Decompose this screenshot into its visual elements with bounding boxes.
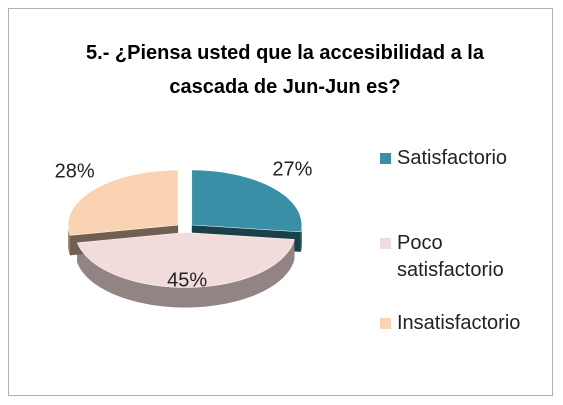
legend-item: Poco satisfactorio xyxy=(380,230,545,284)
slice xyxy=(191,169,303,233)
legend-label: Poco satisfactorio xyxy=(397,232,504,281)
legend-swatch xyxy=(380,238,391,249)
data-label: 27% xyxy=(272,158,312,180)
legend-swatch xyxy=(380,153,391,164)
slice-wall xyxy=(77,239,295,308)
chart-frame xyxy=(8,8,553,396)
legend-label: Satisfactorio xyxy=(397,147,508,169)
chart-title: 5.- ¿Piensa usted que la accesibilidad a… xyxy=(86,42,484,98)
legend-label: Insatisfactorio xyxy=(397,312,521,334)
data-label: 28% xyxy=(55,160,95,182)
slice xyxy=(76,232,295,288)
data-label: 45% xyxy=(167,269,207,291)
legend-swatch xyxy=(380,318,391,329)
slice-wall xyxy=(68,225,70,256)
slice xyxy=(67,169,179,236)
legend-item: Satisfactorio xyxy=(380,145,545,172)
legend-item: Insatisfactorio xyxy=(380,310,545,337)
